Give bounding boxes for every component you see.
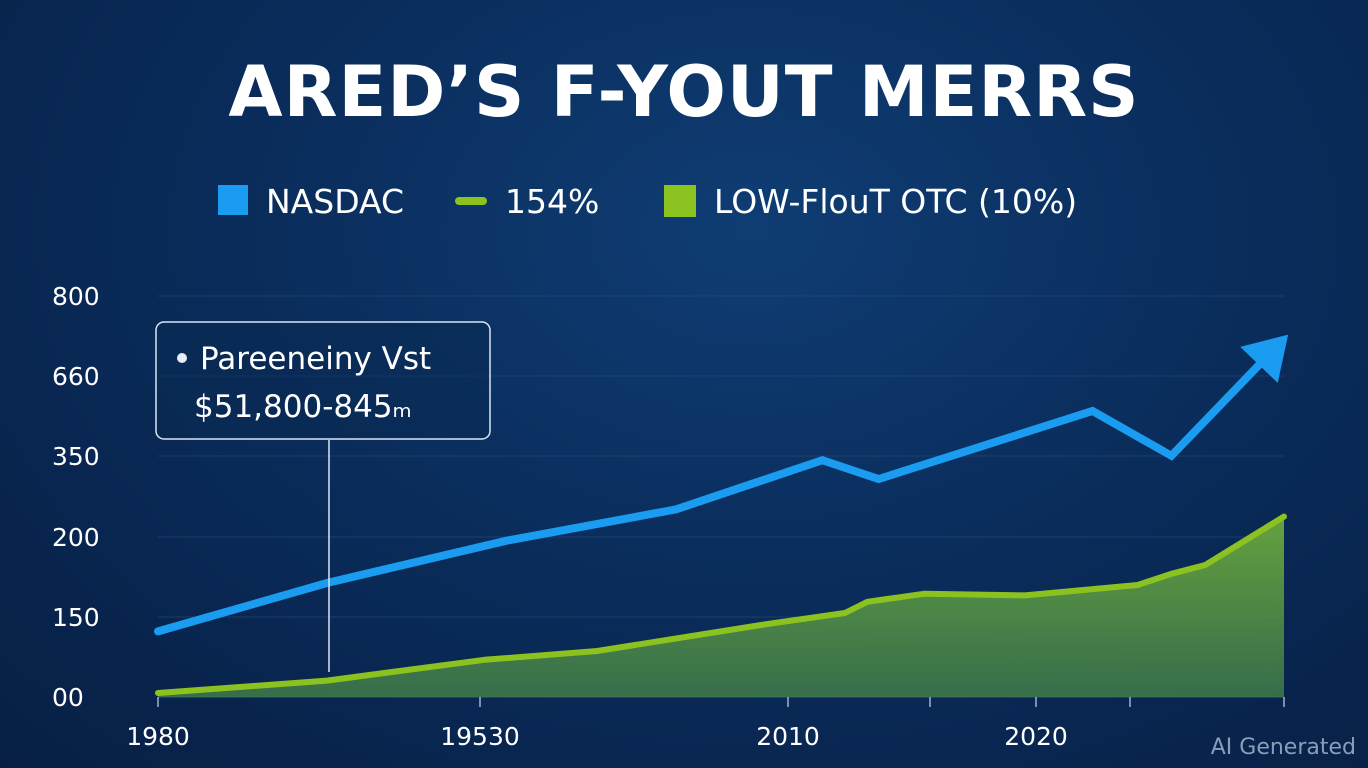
area-fill-154 [158,516,1284,697]
legend-label-154: 154% [505,182,599,221]
watermark: AI Generated [1211,735,1356,760]
series-line-nasdac [154,350,1273,636]
y-tick-label: 660 [52,362,100,391]
x-tick-label: 19530 [440,722,520,751]
legend: NASDAC 154% LOW-FlouT OTC (10%) [218,182,1077,221]
y-tick-label: 200 [52,523,100,552]
y-tick-label: 350 [52,442,100,471]
chart-title: ARED’S F-YOUT MERRS [228,51,1139,133]
arrowhead-nasdac [1240,334,1289,383]
y-tick-label: 800 [52,282,100,311]
tooltip-box [155,321,491,440]
tooltip: Pareeneiny Vst $51,800-845ₘ [155,321,491,672]
legend-label-otc: LOW-FlouT OTC (10%) [714,182,1077,221]
x-tick-label: 2010 [756,722,820,751]
y-axis-ticks: 800 660 350 200 150 00 [52,282,100,712]
y-tick-label: 00 [52,683,84,712]
x-tick-label: 1980 [126,722,190,751]
legend-swatch-154 [455,197,487,205]
legend-swatch-otc [664,185,696,217]
legend-label-nasdac: NASDAC [266,182,404,221]
y-tick-label: 150 [52,603,100,632]
tooltip-bullet [177,353,187,363]
tooltip-value: $51,800-845ₘ [194,389,412,425]
x-tick-label: 2020 [1004,722,1068,751]
series-layer [154,334,1289,697]
series-line-154 [155,513,1287,696]
legend-swatch-nasdac [218,185,248,215]
tooltip-title: Pareeneiny Vst [200,341,431,377]
x-axis-ticks: 1980 19530 2010 2020 [126,722,1068,751]
